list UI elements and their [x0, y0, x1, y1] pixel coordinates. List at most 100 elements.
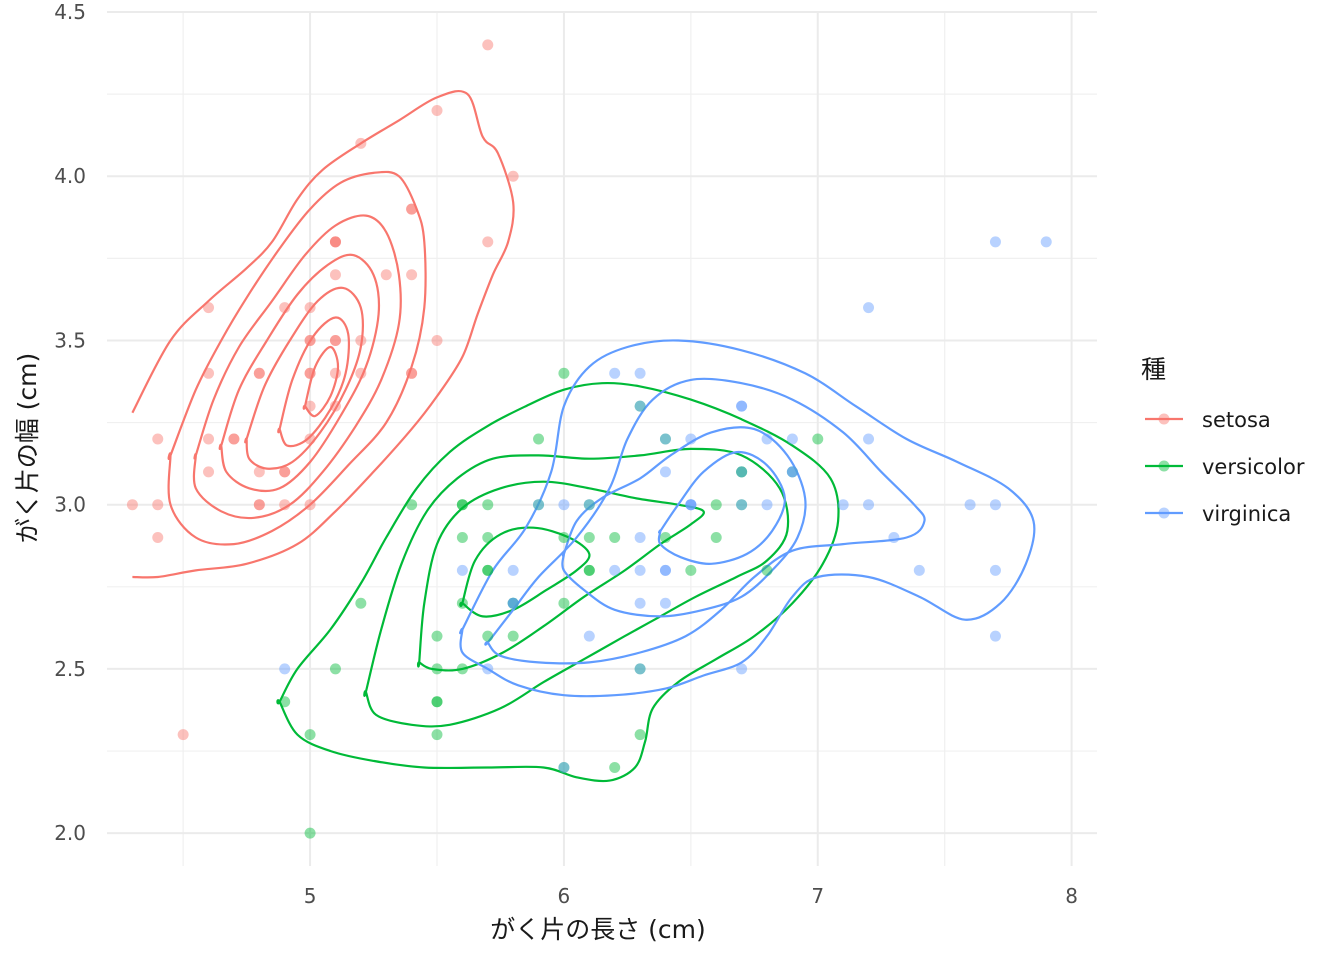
x-axis-tick-labels: 5 6 7 8: [304, 884, 1078, 908]
virginica-point: [533, 499, 545, 511]
virginica-point: [863, 499, 875, 511]
virginica-point: [659, 433, 671, 445]
setosa-point: [329, 236, 341, 248]
virginica-point: [634, 597, 646, 609]
versicolor-density-contour: [276, 381, 840, 783]
y-tick-label: 4.5: [54, 0, 86, 24]
versicolor-point: [710, 499, 722, 511]
virginica-point: [761, 433, 773, 445]
virginica-point: [634, 400, 646, 412]
versicolor-point: [431, 729, 443, 741]
versicolor-point: [583, 564, 595, 576]
versicolor-point: [583, 499, 595, 511]
virginica-point: [989, 499, 1001, 511]
setosa-point: [203, 466, 215, 478]
virginica-point: [634, 532, 646, 544]
density-contours: [131, 89, 1036, 783]
virginica-point: [659, 466, 671, 478]
virginica-point: [685, 499, 697, 511]
legend-items: setosa versicolor virginica: [1145, 408, 1305, 526]
legend-item-virginica: virginica: [1145, 502, 1291, 526]
legend-point-swatch: [1158, 507, 1170, 519]
legend-point-swatch: [1158, 460, 1170, 472]
versicolor-point: [456, 499, 468, 511]
y-tick-label: 3.0: [54, 493, 86, 517]
virginica-density-contour: [459, 339, 1036, 698]
setosa-point: [152, 532, 164, 544]
versicolor-point: [507, 597, 519, 609]
versicolor-point: [482, 532, 494, 544]
virginica-density-contour: [484, 377, 926, 665]
versicolor-point: [355, 597, 367, 609]
virginica-point: [786, 466, 798, 478]
virginica-point: [913, 564, 925, 576]
setosa-density-contour: [192, 214, 402, 520]
virginica-point: [634, 367, 646, 379]
versicolor-point: [609, 532, 621, 544]
virginica-point: [634, 663, 646, 675]
versicolor-point: [710, 532, 722, 544]
virginica-point: [659, 597, 671, 609]
setosa-point: [279, 302, 291, 314]
setosa-point: [203, 302, 215, 314]
setosa-point: [228, 433, 240, 445]
versicolor-point: [761, 564, 773, 576]
versicolor-point: [482, 564, 494, 576]
versicolor-density-contour: [459, 526, 591, 618]
versicolor-point: [456, 597, 468, 609]
virginica-point: [507, 597, 519, 609]
virginica-point: [786, 433, 798, 445]
setosa-point: [431, 105, 443, 117]
virginica-point: [279, 663, 291, 675]
versicolor-point: [507, 630, 519, 642]
setosa-point: [152, 433, 164, 445]
setosa-point: [253, 466, 265, 478]
x-axis-title: がく片の長さ (cm): [490, 915, 706, 944]
versicolor-point: [456, 663, 468, 675]
legend-item-versicolor: versicolor: [1145, 455, 1305, 479]
virginica-point: [863, 302, 875, 314]
versicolor-point: [431, 630, 443, 642]
setosa-density-contour: [218, 253, 381, 493]
virginica-point: [609, 367, 621, 379]
data-points: [126, 39, 1052, 839]
setosa-point: [228, 433, 240, 445]
versicolor-point: [659, 433, 671, 445]
setosa-point: [304, 400, 316, 412]
setosa-point: [253, 499, 265, 511]
setosa-point: [279, 499, 291, 511]
versicolor-point: [736, 466, 748, 478]
virginica-point: [583, 630, 595, 642]
setosa-density-contour: [167, 170, 427, 546]
setosa-point: [279, 466, 291, 478]
versicolor-point: [304, 827, 316, 839]
versicolor-point: [456, 532, 468, 544]
versicolor-density-contour: [363, 447, 790, 728]
versicolor-point: [456, 499, 468, 511]
setosa-point: [203, 433, 215, 445]
versicolor-point: [558, 597, 570, 609]
versicolor-point: [558, 532, 570, 544]
setosa-point: [304, 433, 316, 445]
setosa-point: [329, 236, 341, 248]
setosa-point: [126, 499, 138, 511]
versicolor-point: [634, 663, 646, 675]
y-tick-label: 3.5: [54, 328, 86, 352]
setosa-point: [304, 302, 316, 314]
versicolor-point: [659, 532, 671, 544]
y-tick-label: 4.0: [54, 164, 86, 188]
versicolor-density-contour: [416, 480, 705, 672]
virginica-point: [583, 499, 595, 511]
setosa-point: [355, 367, 367, 379]
setosa-point: [431, 334, 443, 346]
setosa-point: [304, 499, 316, 511]
setosa-point: [406, 269, 418, 281]
legend-item-setosa: setosa: [1145, 408, 1271, 432]
versicolor-point: [279, 696, 291, 708]
setosa-point: [304, 367, 316, 379]
y-tick-label: 2.0: [54, 821, 86, 845]
versicolor-point: [736, 499, 748, 511]
setosa-point: [329, 334, 341, 346]
virginica-point: [456, 564, 468, 576]
minor-gridlines: [107, 12, 1097, 866]
